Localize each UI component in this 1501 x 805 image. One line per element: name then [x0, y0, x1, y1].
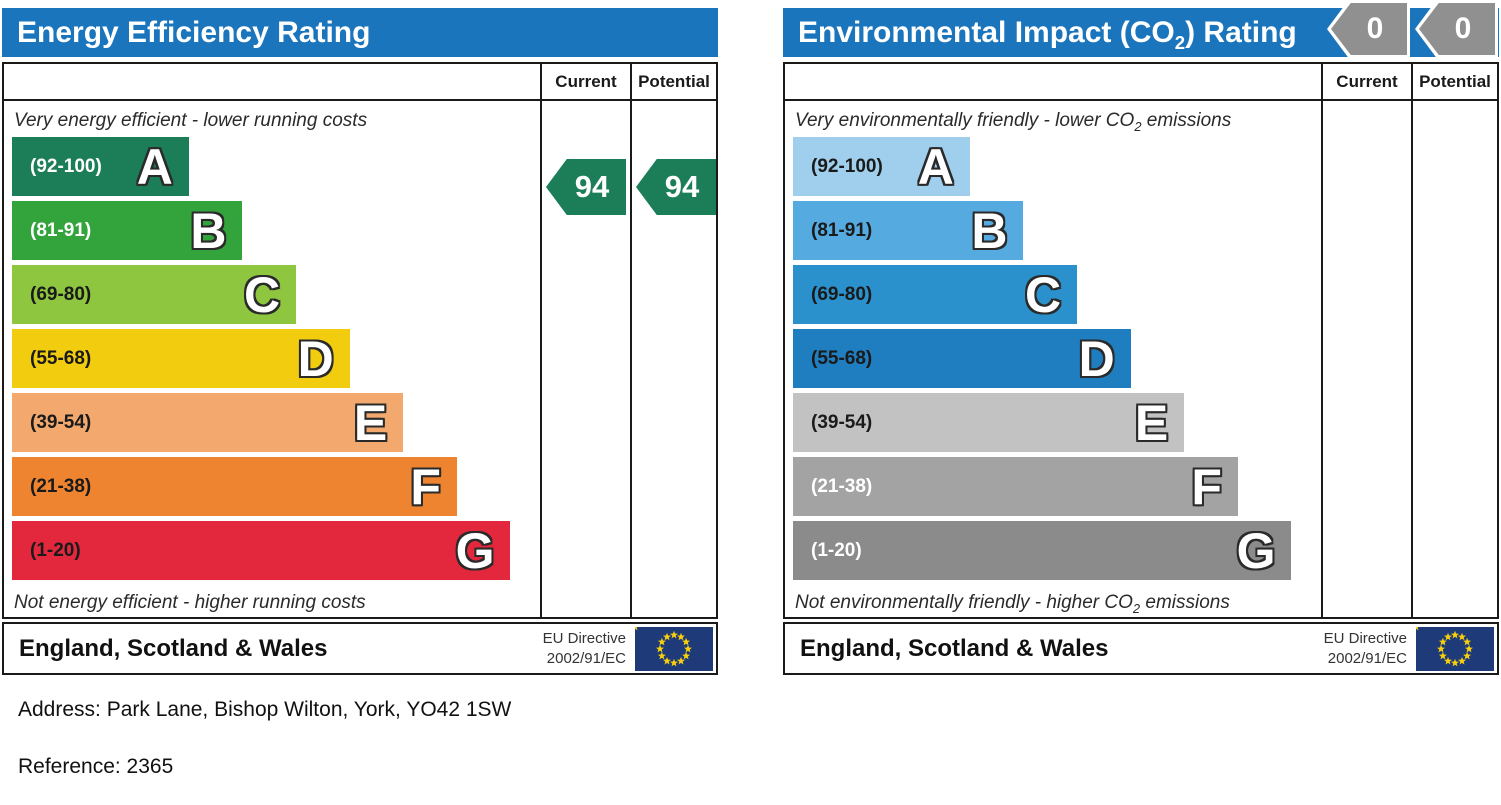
- band-row-e: (39-54) E: [785, 393, 1321, 453]
- region-label: England, Scotland & Wales: [19, 634, 328, 662]
- band-letter: D: [1078, 330, 1115, 387]
- environmental-rating-table: Current Potential Very environmentally f…: [783, 62, 1499, 619]
- band-range-label: (55-68): [30, 347, 92, 369]
- environmental-current-column: [1321, 101, 1411, 617]
- header-spacer: [4, 64, 540, 99]
- band-bar: (1-20) G: [12, 521, 511, 581]
- energy-current-rating-arrow: 94: [546, 159, 626, 215]
- environmental-table-header: Current Potential: [785, 64, 1497, 101]
- band-range-label: (39-54): [30, 411, 92, 433]
- top-caption: Very environmentally friendly - lower CO…: [795, 110, 1232, 134]
- band-range-label: (21-38): [30, 475, 92, 497]
- band-range-label: (1-20): [30, 539, 81, 561]
- band-bar: (55-68) D: [793, 329, 1131, 389]
- band-letter: D: [297, 330, 334, 387]
- band-bar: (39-54) E: [12, 393, 404, 453]
- energy-chart-footer: England, Scotland & Wales EU Directive 2…: [2, 622, 718, 675]
- band-letter: B: [190, 202, 227, 259]
- bottom-caption: Not energy efficient - higher running co…: [14, 592, 366, 614]
- environmental-chart-title: Environmental Impact (CO2) Rating: [798, 16, 1297, 53]
- potential-column-header: Potential: [1411, 64, 1497, 99]
- band-row-e: (39-54) E: [4, 393, 540, 453]
- energy-current-column: 94: [540, 101, 630, 617]
- band-bar: (21-38) F: [793, 457, 1238, 517]
- band-range-label: (69-80): [811, 283, 873, 305]
- band-bar: (69-80) C: [793, 265, 1078, 325]
- eu-directive-label: EU Directive 2002/91/EC: [1323, 630, 1407, 667]
- band-row-b: (81-91) B: [785, 201, 1321, 261]
- band-letter: G: [455, 522, 495, 579]
- band-range-label: (55-68): [811, 347, 873, 369]
- band-bar: (92-100) A: [793, 137, 970, 197]
- energy-efficiency-chart: Energy Efficiency Rating Current Potenti…: [2, 8, 718, 675]
- band-range-label: (92-100): [30, 155, 102, 177]
- potential-column-header: Potential: [630, 64, 716, 99]
- header-spacer: [785, 64, 1321, 99]
- property-notes: Address: Park Lane, Bishop Wilton, York,…: [18, 698, 511, 779]
- band-bar: (1-20) G: [793, 521, 1292, 581]
- band-range-label: (81-91): [811, 219, 873, 241]
- environmental-bands-container: (92-100) A (81-91) B (69-80) C (55-68) D…: [785, 137, 1321, 585]
- environmental-chart-footer: England, Scotland & Wales EU Directive 2…: [783, 622, 1499, 675]
- band-letter: C: [243, 266, 281, 323]
- eu-directive-label: EU Directive 2002/91/EC: [542, 630, 626, 667]
- band-bar: (92-100) A: [12, 137, 189, 197]
- bottom-caption: Not environmentally friendly - higher CO…: [795, 592, 1230, 617]
- band-letter: E: [353, 394, 388, 451]
- current-column-header: Current: [540, 64, 630, 99]
- energy-potential-rating-arrow: 94: [636, 159, 716, 215]
- band-range-label: (69-80): [30, 283, 92, 305]
- address-line: Address: Park Lane, Bishop Wilton, York,…: [18, 698, 512, 721]
- band-row-c: (69-80) C: [785, 265, 1321, 325]
- band-letter: A: [917, 138, 954, 195]
- band-bar: (81-91) B: [793, 201, 1024, 261]
- environmental-potential-column: [1411, 101, 1497, 617]
- band-letter: F: [410, 458, 441, 515]
- band-row-b: (81-91) B: [4, 201, 540, 261]
- band-range-label: (81-91): [30, 219, 92, 241]
- environmental-impact-chart: Environmental Impact (CO2) Rating 0 0 Cu…: [783, 0, 1499, 675]
- band-bar: (69-80) C: [12, 265, 297, 325]
- top-caption: Very energy efficient - lower running co…: [14, 110, 368, 131]
- band-row-d: (55-68) D: [4, 329, 540, 389]
- energy-table-header: Current Potential: [4, 64, 716, 101]
- band-letter: G: [1236, 522, 1276, 579]
- energy-rating-table: Current Potential Very energy efficient …: [2, 62, 718, 619]
- band-letter: F: [1191, 458, 1222, 515]
- band-range-label: (92-100): [811, 155, 883, 177]
- band-bar: (21-38) F: [12, 457, 457, 517]
- energy-chart-title: Energy Efficiency Rating: [17, 16, 371, 49]
- energy-table-body: Very energy efficient - lower running co…: [4, 101, 716, 617]
- band-row-c: (69-80) C: [4, 265, 540, 325]
- current-column-header: Current: [1321, 64, 1411, 99]
- band-range-label: (21-38): [811, 475, 873, 497]
- environmental-table-body: Very environmentally friendly - lower CO…: [785, 101, 1497, 617]
- band-letter: A: [136, 138, 173, 195]
- band-letter: C: [1024, 266, 1062, 323]
- energy-bands-container: (92-100) A (81-91) B (69-80) C (55-68) D…: [4, 137, 540, 585]
- band-letter: E: [1134, 394, 1169, 451]
- band-row-a: (92-100) A: [4, 137, 540, 197]
- band-bar: (55-68) D: [12, 329, 350, 389]
- energy-band-scale: Very energy efficient - lower running co…: [4, 101, 540, 617]
- band-letter: B: [971, 202, 1008, 259]
- eu-flag-icon: [635, 626, 713, 671]
- environmental-band-scale: Very environmentally friendly - lower CO…: [785, 101, 1321, 617]
- band-range-label: (1-20): [811, 539, 862, 561]
- region-label: England, Scotland & Wales: [800, 634, 1109, 662]
- band-bar: (81-91) B: [12, 201, 243, 261]
- band-range-label: (39-54): [811, 411, 873, 433]
- band-bar: (39-54) E: [793, 393, 1185, 453]
- reference-line: Reference: 2365: [18, 755, 174, 778]
- band-row-d: (55-68) D: [785, 329, 1321, 389]
- eu-flag-icon: [1416, 626, 1494, 671]
- band-row-g: (1-20) G: [785, 521, 1321, 581]
- band-row-f: (21-38) F: [785, 457, 1321, 517]
- band-row-g: (1-20) G: [4, 521, 540, 581]
- energy-potential-column: 94: [630, 101, 716, 617]
- band-row-a: (92-100) A: [785, 137, 1321, 197]
- band-row-f: (21-38) F: [4, 457, 540, 517]
- energy-chart-title-banner: Energy Efficiency Rating: [2, 8, 718, 57]
